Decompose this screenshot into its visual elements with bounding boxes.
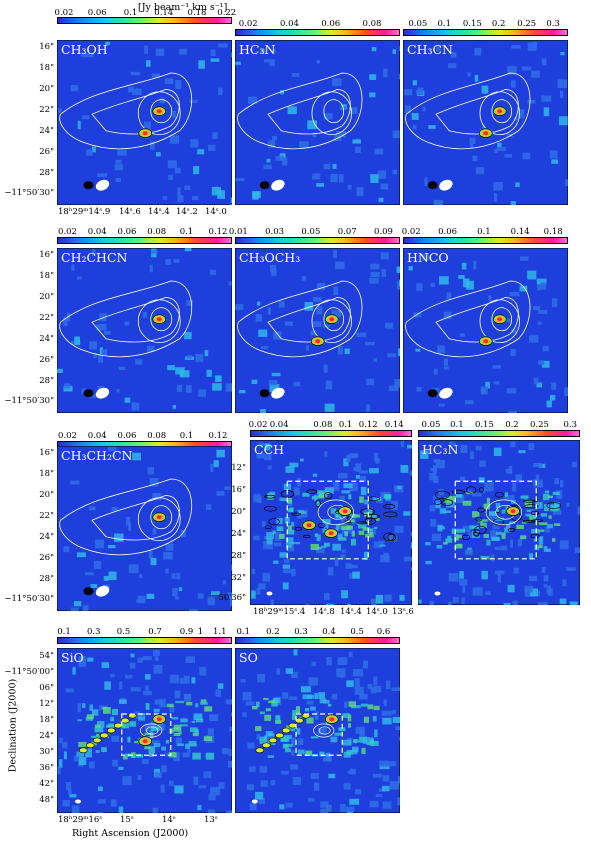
panel-label-hc3n-wide: HC₃N: [422, 442, 459, 457]
ra-tick-mid: 14ˢ.4: [340, 607, 362, 617]
colorbar-sio: [57, 637, 232, 644]
ra-tick-large: 15ˢ: [120, 815, 134, 825]
panel-label-cch: CCH: [254, 442, 285, 457]
dec-tick: 20": [39, 84, 54, 94]
colorbar-ch2chcn: [57, 237, 232, 244]
dec-tick-large: 54": [39, 651, 54, 661]
colorbar-ch3och3: [235, 237, 400, 244]
ra-tick-mid: 14ˢ.0: [366, 607, 388, 617]
dec-tick-large: 36": [39, 763, 54, 773]
dec-tick-large: 30": [39, 747, 54, 757]
dec-tick-mid: 20": [231, 507, 246, 517]
panel-label-hnco: HNCO: [407, 250, 449, 265]
unit-label: [Jy beam⁻¹ km s⁻¹]: [138, 2, 228, 13]
dec-tick: 20": [39, 490, 54, 500]
map-panel-sio: [57, 648, 232, 813]
dec-tick: 28": [39, 376, 54, 386]
ra-tick-mid: 13ˢ.6: [392, 607, 414, 617]
ra-tick: 14ˢ.6: [119, 207, 141, 217]
dec-tick-large: 06": [39, 683, 54, 693]
dec-tick: 28": [39, 168, 54, 178]
dec-tick-mid: 28": [231, 551, 246, 561]
dec-tick: −11°50′30": [4, 396, 54, 406]
dec-tick-large: −11°50′00": [4, 667, 54, 677]
dec-tick: 18": [39, 469, 54, 479]
map-panel-hnco: [403, 248, 568, 413]
colorbar-ch3cn: [403, 29, 568, 36]
dec-tick-large: 42": [39, 779, 54, 789]
map-panel-ch3och3: [235, 248, 400, 413]
ra-tick: 18ʰ29ᵐ14ˢ.9: [58, 207, 111, 217]
dec-tick: 16": [39, 42, 54, 52]
ra-tick-large: 14ˢ: [162, 815, 176, 825]
dec-tick: −11°50′30": [4, 188, 54, 198]
dec-tick: 24": [39, 334, 54, 344]
dec-tick: 16": [39, 448, 54, 458]
ra-tick-mid: 18ʰ29ᵐ15ˢ.4: [253, 607, 306, 617]
panel-label-sio: SiO: [61, 650, 84, 665]
map-panel-so: [235, 648, 400, 813]
dec-tick-large: 48": [39, 795, 54, 805]
dec-tick: 16": [39, 250, 54, 260]
dec-tick: 18": [39, 63, 54, 73]
map-panel-cch: [250, 440, 412, 605]
colorbar-hc3n-wide: [418, 430, 580, 437]
map-panel-ch3cn: [403, 40, 568, 205]
panel-label-ch3cn: CH₃CN: [407, 42, 453, 57]
ra-tick: 14ˢ.2: [176, 207, 198, 217]
dec-tick: 26": [39, 147, 54, 157]
map-panel-hc3n-wide: [418, 440, 580, 605]
colorbar-so: [235, 637, 400, 644]
ra-tick: 14ˢ.0: [205, 207, 227, 217]
dec-tick: −11°50′30": [4, 594, 54, 604]
y-axis-title: Declination (J2000): [7, 678, 19, 773]
colorbar-hnco: [403, 237, 568, 244]
dec-tick: 18": [39, 271, 54, 281]
map-panel-ch3ch2cn: [57, 446, 232, 611]
dec-tick: 26": [39, 553, 54, 563]
dec-tick-large: 18": [39, 715, 54, 725]
dec-tick-large: 24": [39, 731, 54, 741]
colorbar-ch3oh: [57, 17, 232, 24]
dec-tick: 20": [39, 292, 54, 302]
ra-tick-large: 18ʰ29ᵐ16ˢ: [58, 815, 103, 825]
panel-label-ch2chcn: CH₂CHCN: [61, 250, 128, 265]
dec-tick: 24": [39, 532, 54, 542]
dec-tick-mid: 12": [231, 463, 246, 473]
panel-label-ch3ch2cn: CH₃CH₂CN: [61, 448, 133, 463]
dec-tick: 22": [39, 105, 54, 115]
panel-label-ch3och3: CH₃OCH₃: [239, 250, 301, 265]
panel-label-ch3oh: CH₃OH: [61, 42, 108, 57]
x-axis-title: Right Ascension (J2000): [72, 828, 189, 839]
dec-tick: 26": [39, 355, 54, 365]
colorbar-hc3n: [235, 29, 400, 36]
dec-tick: 22": [39, 511, 54, 521]
ra-tick-mid: 14ˢ.8: [313, 607, 335, 617]
dec-tick: 24": [39, 126, 54, 136]
map-panel-ch2chcn: [57, 248, 232, 413]
ra-tick: 14ˢ.4: [148, 207, 170, 217]
panel-label-hc3n: HC₃N: [239, 42, 276, 57]
dec-tick-mid: 32": [231, 573, 246, 583]
dec-tick-mid: 50′36": [218, 593, 246, 603]
dec-tick: 22": [39, 313, 54, 323]
dec-tick: 28": [39, 574, 54, 584]
map-panel-ch3oh: [57, 40, 232, 205]
dec-tick-mid: 16": [231, 485, 246, 495]
map-panel-hc3n: [235, 40, 400, 205]
panel-label-so: SO: [239, 650, 258, 665]
dec-tick-large: 12": [39, 699, 54, 709]
ra-tick-large: 13ˢ: [204, 815, 218, 825]
dec-tick-mid: 24": [231, 529, 246, 539]
colorbar-cch: [250, 430, 412, 437]
